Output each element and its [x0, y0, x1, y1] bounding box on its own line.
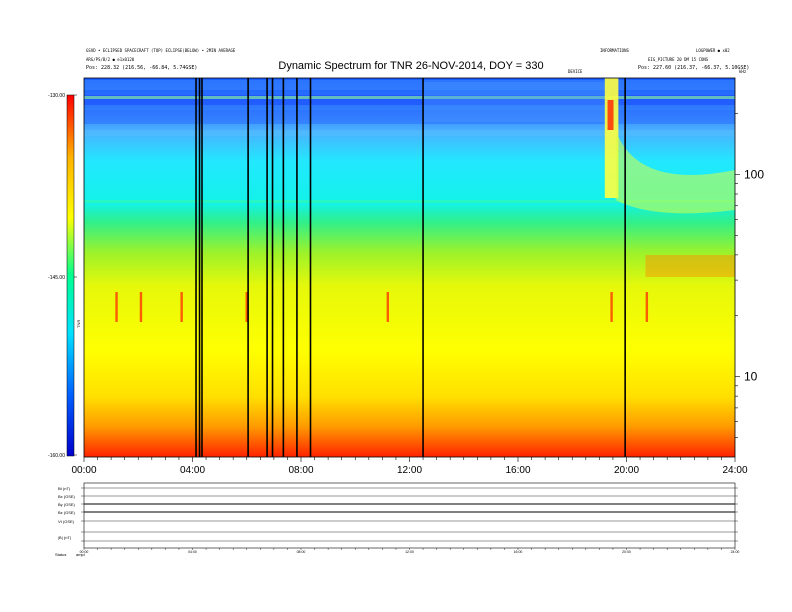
- frequency-axis: 100 10: [735, 113, 764, 438]
- spectral-band: [84, 80, 735, 90]
- spectral-band: [84, 200, 735, 203]
- time-tick-label: 20:00: [614, 465, 639, 476]
- colorbar-ticks: -130.00 -145.00 -160.00: [48, 93, 77, 459]
- colorbar-label: TNR: [76, 320, 81, 328]
- colorbar-tick-label: -130.00: [48, 93, 65, 99]
- header-right-small: kHz: [739, 69, 747, 74]
- spectral-band: [84, 130, 735, 136]
- header-right-line2: LOGPOWER ● x02: [696, 48, 730, 53]
- header-right-line4: Pos: 227.60 (216.37, -66.37, 5.10GSE): [638, 65, 749, 71]
- panel-time-label: 16:00: [514, 550, 523, 554]
- panel-label: Vt (GSE): [58, 519, 75, 524]
- colorbar-tick-label: -160.00: [48, 453, 65, 459]
- chart-title: Dynamic Spectrum for TNR 26-NOV-2014, DO…: [278, 60, 543, 72]
- panel-time-label: 12:00: [405, 550, 414, 554]
- spectral-band: [423, 82, 611, 122]
- status-sub-label: ampl: [76, 552, 85, 557]
- type-iii-burst: [180, 292, 183, 322]
- spectral-band: [84, 96, 735, 99]
- panel-time-label: 04:00: [188, 550, 197, 554]
- header-right-line3: EIG_PICTURE 20 DM 15 CONS: [648, 57, 709, 62]
- time-tick-label: 12:00: [397, 465, 422, 476]
- time-tick-label: 24:00: [722, 465, 747, 476]
- frequency-tick-label: 10: [744, 370, 758, 384]
- panel-label: Bz (GSE): [58, 510, 76, 515]
- colorbar: [66, 94, 75, 457]
- type-iii-burst: [139, 292, 143, 322]
- spectral-band: [84, 110, 735, 124]
- data-gaps: [195, 78, 626, 457]
- panel-label: |B| (nT): [58, 535, 72, 540]
- panel-time-label: 20:00: [622, 550, 631, 554]
- type-iii-burst: [245, 292, 248, 322]
- panel-label: Bt (nT): [58, 486, 71, 491]
- header-center-small: DEVICE: [568, 69, 583, 74]
- panel-time-label: 00:00: [80, 550, 89, 554]
- panel-time-label: 08:00: [297, 550, 306, 554]
- time-axis: 00:00 04:00 08:00 12:00 16:00 20:00 24:00: [71, 457, 748, 476]
- type-iii-burst: [645, 292, 649, 322]
- spectrogram: [83, 77, 736, 458]
- header-left-line2: ARG/PS/B/2 ● e1x0120: [86, 57, 135, 62]
- burst-tail: [645, 255, 735, 277]
- spectral-band: [84, 95, 735, 105]
- time-tick-label: 08:00: [288, 465, 313, 476]
- panel-label: By (GSE): [58, 502, 76, 507]
- magnetic-field-panels: Bt (nT) Bx (GSE) By (GSE) Bz (GSE) Vt (GSE) |…: [55, 482, 740, 557]
- panel-label: Bx (GSE): [58, 494, 76, 499]
- spectrogram-background: [84, 78, 735, 457]
- burst-core: [607, 100, 614, 130]
- type-iii-burst: [610, 292, 613, 322]
- status-label: Status: [55, 552, 66, 557]
- header-left-line1: GSVD • ECLIPSED SPACECRAFT (TOP) ECLIPSE…: [86, 48, 236, 53]
- spectrogram-features: [84, 78, 735, 322]
- time-tick-label: 00:00: [71, 465, 96, 476]
- type-iii-burst: [115, 292, 118, 322]
- burst-drift: [615, 130, 735, 214]
- time-tick-label: 16:00: [505, 465, 530, 476]
- panel-time-label: 24:00: [731, 550, 740, 554]
- header-left-line3: Pos: 228.32 (216.56, -66.84, 5.74GSE): [86, 65, 197, 71]
- time-tick-label: 04:00: [180, 465, 205, 476]
- type-iii-burst: [386, 292, 389, 322]
- frequency-tick-label: 100: [744, 167, 764, 181]
- panel-frame: [83, 482, 736, 549]
- colorbar-tick-label: -145.00: [48, 275, 65, 281]
- header-right-line1: INFORMATIONS: [600, 48, 629, 53]
